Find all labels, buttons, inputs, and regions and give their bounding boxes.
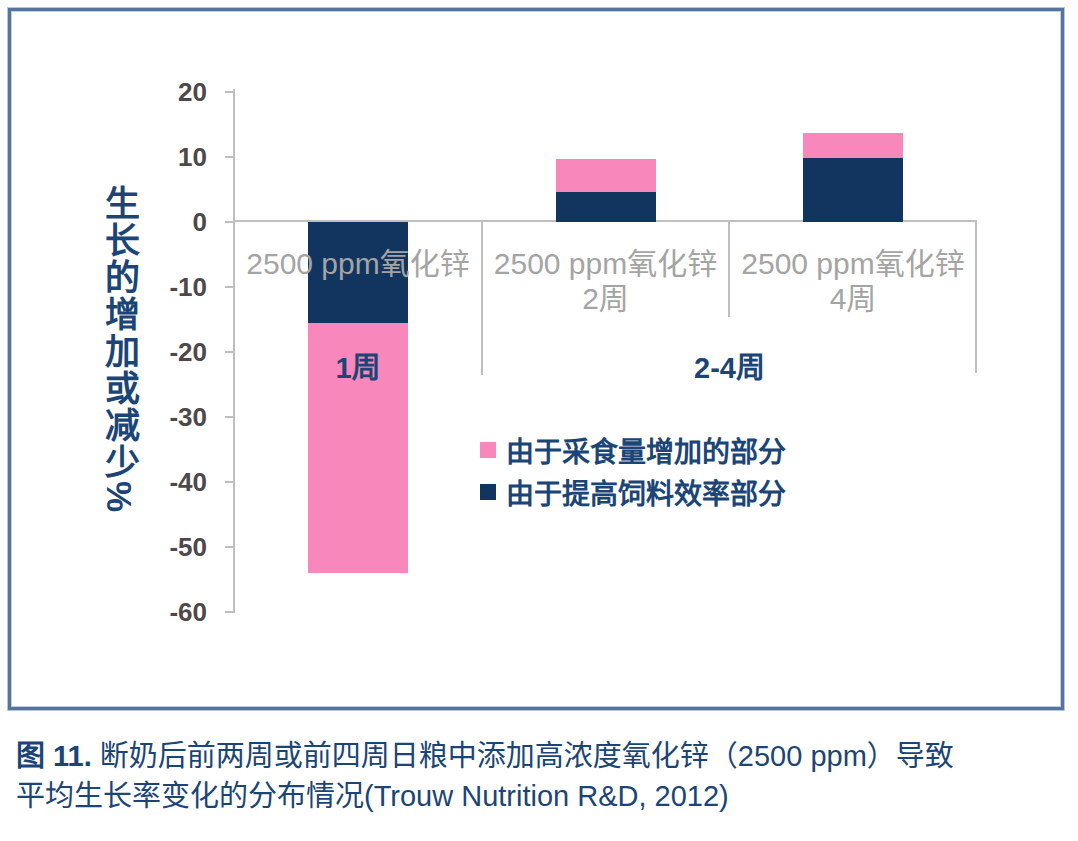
legend-swatch-icon xyxy=(480,442,496,458)
y-axis-tick xyxy=(225,546,234,548)
caption-figure-number: 图 11. xyxy=(16,740,92,772)
legend-label: 由于采食量增加的部分 xyxy=(506,430,786,470)
caption-line-1: 图 11. 断奶后前两周或前四周日粮中添加高浓度氧化锌（2500 ppm）导致 xyxy=(16,736,1056,776)
y-axis-tick xyxy=(225,481,234,483)
y-axis-tick xyxy=(225,416,234,418)
y-tick-label: -20 xyxy=(137,338,207,366)
figure-page: 生长的增加或减少% 20100-10-20-30-40-50-60 2500 p… xyxy=(0,0,1078,841)
y-axis-tick xyxy=(225,221,234,223)
y-tick-label: -30 xyxy=(137,403,207,431)
legend-swatch-icon xyxy=(480,484,496,500)
caption-line-2: 平均生长率变化的分布情况(Trouw Nutrition R&D, 2012) xyxy=(16,776,1056,816)
y-axis-tick xyxy=(225,286,234,288)
legend-label: 由于提高饲料效率部分 xyxy=(506,472,786,512)
y-tick-label: 10 xyxy=(137,143,207,171)
y-tick-label: -10 xyxy=(137,273,207,301)
y-tick-label: 20 xyxy=(137,78,207,106)
category-label: 2500 ppm氧化锌2周 xyxy=(482,246,729,316)
y-axis-tick xyxy=(225,351,234,353)
group-label: 2-4周 xyxy=(482,344,977,386)
category-label: 2500 ppm氧化锌 xyxy=(234,246,482,281)
bar-segment xyxy=(556,192,656,222)
figure-caption: 图 11. 断奶后前两周或前四周日粮中添加高浓度氧化锌（2500 ppm）导致 … xyxy=(16,736,1056,816)
y-tick-label: 0 xyxy=(137,208,207,236)
legend-item: 由于提高饲料效率部分 xyxy=(480,471,786,513)
bar-segment xyxy=(803,158,903,222)
group-label: 1周 xyxy=(234,344,482,386)
legend-item: 由于采食量增加的部分 xyxy=(480,429,786,471)
bar-segment xyxy=(556,159,656,192)
y-axis-tick xyxy=(225,91,234,93)
legend: 由于采食量增加的部分由于提高饲料效率部分 xyxy=(480,429,786,513)
bar-segment xyxy=(803,133,903,158)
y-axis-tick xyxy=(225,156,234,158)
y-tick-label: -40 xyxy=(137,468,207,496)
caption-text-1: 断奶后前两周或前四周日粮中添加高浓度氧化锌（2500 ppm）导致 xyxy=(92,740,954,772)
y-tick-label: -50 xyxy=(137,533,207,561)
y-axis-tick xyxy=(225,611,234,613)
category-label: 2500 ppm氧化锌4周 xyxy=(729,246,977,316)
y-tick-label: -60 xyxy=(137,598,207,626)
